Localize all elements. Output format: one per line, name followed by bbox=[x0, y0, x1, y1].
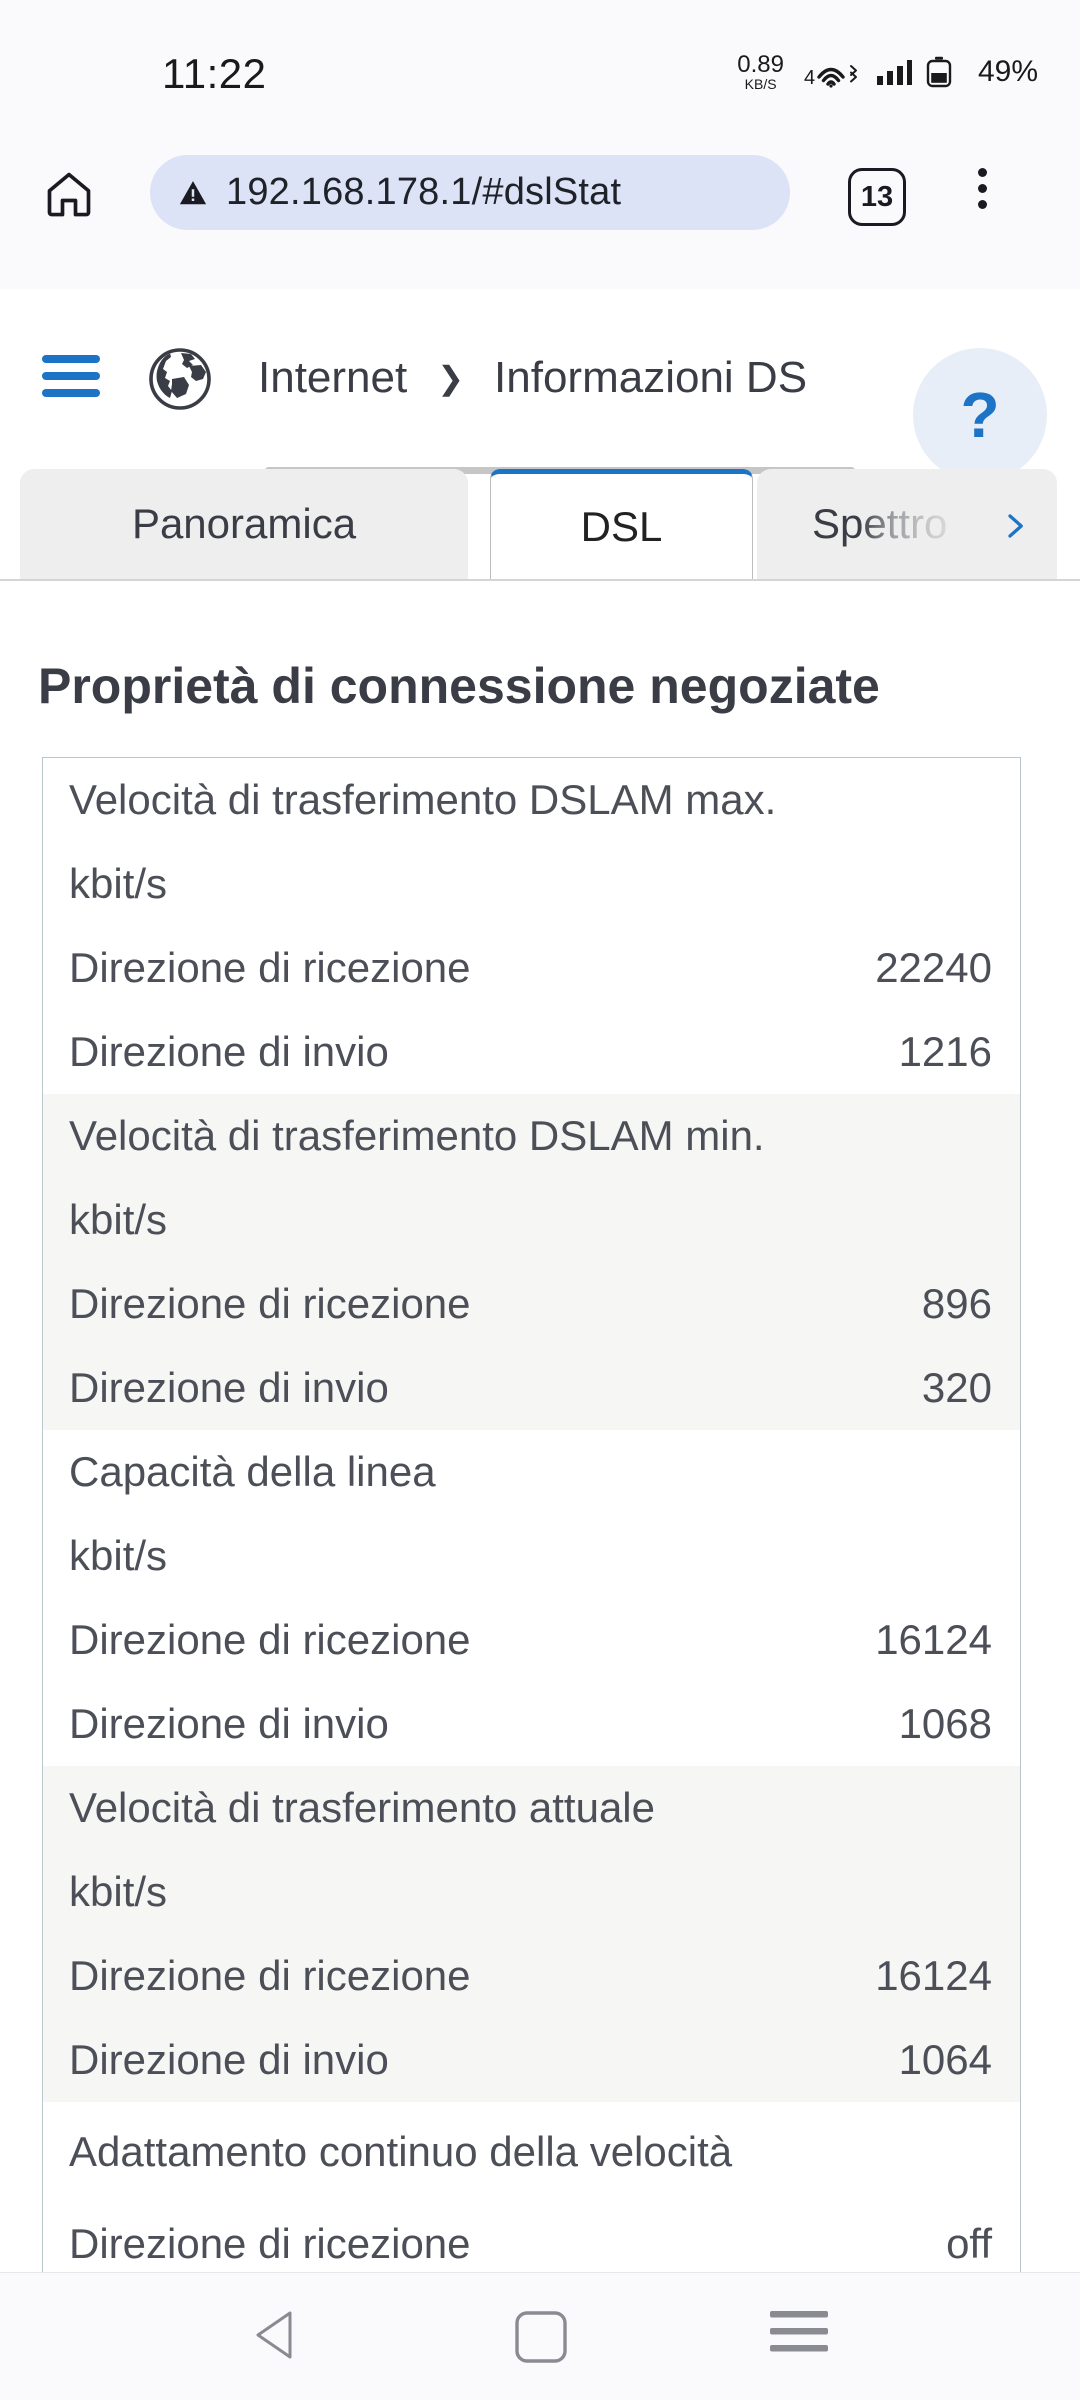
svg-text:4: 4 bbox=[804, 67, 815, 89]
